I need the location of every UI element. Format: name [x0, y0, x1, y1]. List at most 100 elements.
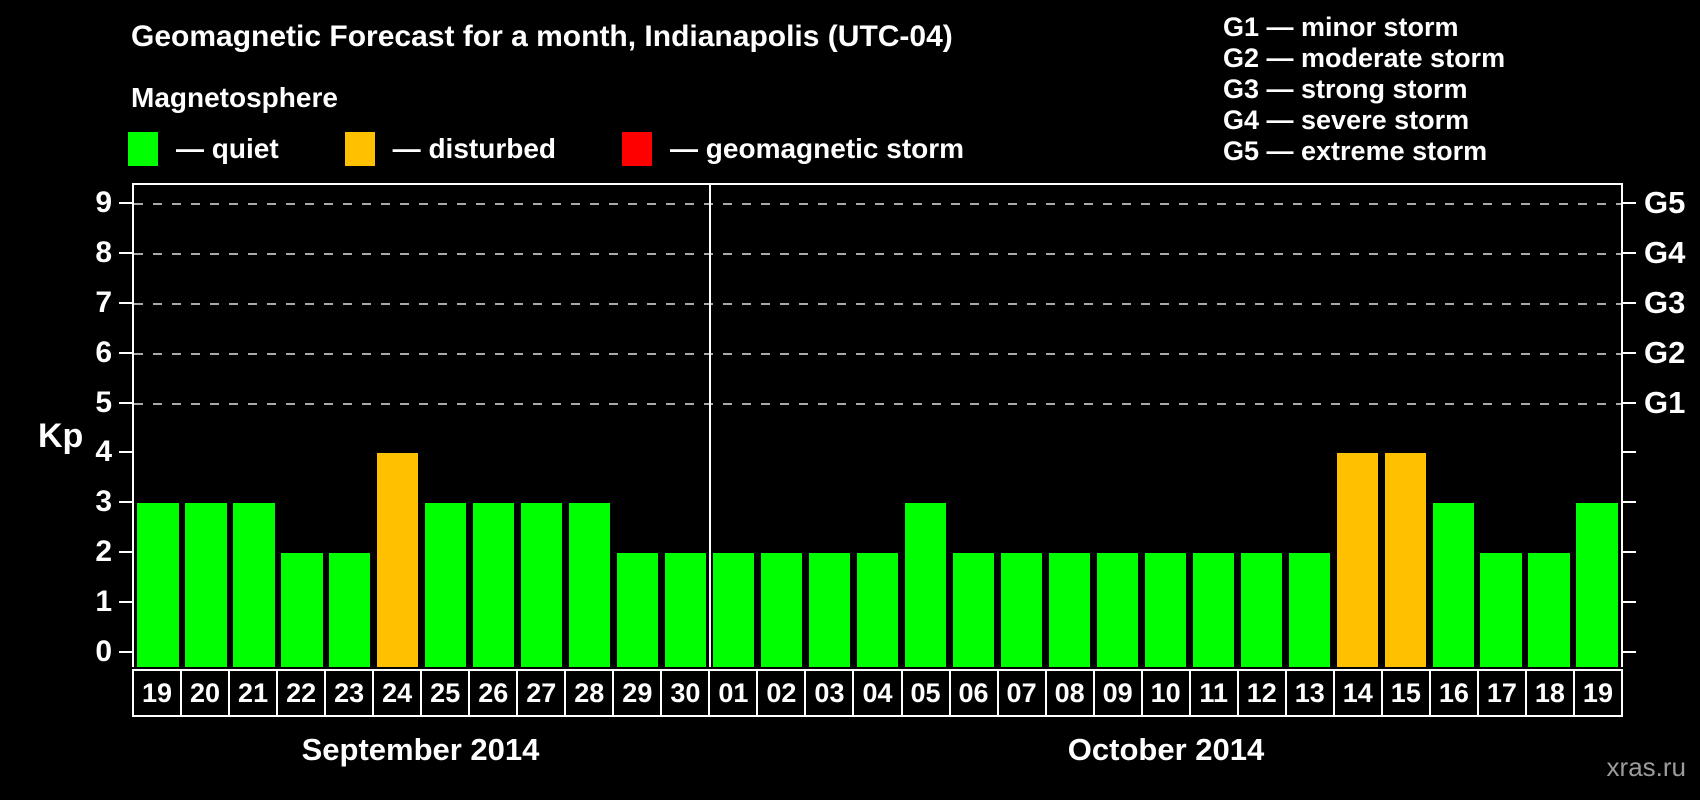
bar-slot [470, 185, 518, 667]
kp-bar-day-27 [521, 503, 563, 667]
y-tick-label-7: 7 [95, 285, 112, 319]
bar-slot [1333, 185, 1381, 667]
g-level-label-g5: G5 [1644, 184, 1686, 220]
right-tick-8 [1623, 251, 1636, 254]
left-tick-2 [119, 551, 132, 554]
kp-bar-day-26 [473, 503, 515, 667]
bar-slot [902, 185, 950, 667]
status-legend: — quiet — disturbed — geomagnetic storm [128, 130, 964, 168]
day-label-07: 07 [996, 669, 1047, 717]
kp-bar-day-17 [1480, 552, 1522, 667]
kp-bar-day-02 [760, 552, 803, 667]
storm-scale-line-2: G2 — moderate storm [1223, 43, 1506, 73]
y-tick-label-5: 5 [95, 385, 112, 419]
bar-slot [1237, 185, 1285, 667]
bar-slot [278, 185, 326, 667]
day-axis: 19 20 21 22 23 24 25 26 27 28 29 30 01 02 03 04 05 06 07 08… [132, 669, 1623, 717]
month-label-october: October 2014 [1067, 732, 1265, 767]
right-tick-9 [1623, 201, 1636, 204]
legend-item-disturbed: — disturbed [344, 132, 557, 166]
day-label-22: 22 [276, 669, 327, 717]
bars-container [134, 185, 1621, 667]
kp-bar-day-15 [1384, 453, 1426, 667]
kp-bar-day-25 [425, 503, 467, 667]
kp-bar-day-19 [137, 503, 179, 667]
kp-bar-day-16 [1432, 503, 1474, 667]
y-tick-label-9: 9 [95, 185, 112, 219]
day-label-10: 10 [1140, 669, 1191, 717]
month-divider [708, 185, 711, 667]
month-label-september: September 2014 [301, 732, 540, 767]
left-tick-7 [119, 301, 132, 304]
disturbed-swatch [344, 132, 375, 166]
day-label-11: 11 [1188, 669, 1239, 717]
kp-bar-day-04 [856, 552, 899, 667]
g-level-label-g4: G4 [1644, 234, 1686, 270]
day-label-19: 19 [1572, 669, 1623, 717]
kp-bar-day-05 [904, 503, 947, 667]
day-label-17: 17 [1476, 669, 1527, 717]
bar-slot [1429, 185, 1477, 667]
y-tick-label-3: 3 [95, 485, 112, 519]
gridline-kp5 [134, 402, 1621, 405]
kp-bar-day-28 [569, 503, 611, 667]
bar-slot [422, 185, 470, 667]
day-label-12: 12 [1236, 669, 1287, 717]
bar-slot [949, 185, 997, 667]
bar-slot [326, 185, 374, 667]
kp-bar-day-18 [1528, 552, 1570, 667]
bar-slot [997, 185, 1045, 667]
right-tick-7 [1623, 301, 1636, 304]
day-label-15: 15 [1380, 669, 1431, 717]
left-tick-5 [119, 401, 132, 404]
right-tick-0 [1623, 651, 1636, 654]
day-label-30: 30 [660, 669, 711, 717]
bar-slot [758, 185, 806, 667]
right-tick-1 [1623, 601, 1636, 604]
kp-bar-day-23 [329, 552, 371, 667]
kp-bar-day-11 [1192, 552, 1234, 667]
bar-slot [806, 185, 854, 667]
quiet-swatch [128, 132, 158, 166]
gridline-kp8 [134, 252, 1621, 255]
bar-slot [1525, 185, 1573, 667]
kp-bar-day-09 [1096, 552, 1138, 667]
right-tick-2 [1623, 551, 1636, 554]
kp-bar-day-14 [1336, 453, 1378, 667]
day-label-06: 06 [948, 669, 999, 717]
day-label-24: 24 [372, 669, 423, 717]
day-label-18: 18 [1524, 669, 1575, 717]
day-label-05: 05 [900, 669, 951, 717]
g-level-label-g3: G3 [1644, 284, 1686, 320]
day-label-20: 20 [180, 669, 231, 717]
g-level-label-g1: G1 [1644, 384, 1686, 420]
day-label-16: 16 [1428, 669, 1479, 717]
kp-bar-day-29 [617, 552, 659, 667]
bar-slot [566, 185, 614, 667]
kp-bar-day-12 [1240, 552, 1282, 667]
kp-bar-day-21 [233, 503, 275, 667]
watermark: xras.ru [1606, 752, 1686, 782]
right-tick-6 [1623, 351, 1636, 354]
day-label-08: 08 [1044, 669, 1095, 717]
legend-label-disturbed: — disturbed [392, 133, 557, 164]
legend-label-storm: — geomagnetic storm [670, 133, 965, 164]
bar-slot [1477, 185, 1525, 667]
bar-slot [1093, 185, 1141, 667]
storm-scale-line-4: G4 — severe storm [1223, 105, 1470, 135]
bar-slot [1141, 185, 1189, 667]
day-label-02: 02 [756, 669, 807, 717]
day-label-29: 29 [612, 669, 663, 717]
y-tick-label-2: 2 [95, 535, 112, 569]
gridline-kp7 [134, 302, 1621, 305]
left-tick-9 [119, 201, 132, 204]
day-label-27: 27 [516, 669, 567, 717]
bar-slot [1285, 185, 1333, 667]
left-tick-4 [119, 451, 132, 454]
left-tick-1 [119, 601, 132, 604]
kp-bar-day-19 [1576, 503, 1618, 667]
y-tick-label-8: 8 [95, 235, 112, 269]
day-label-03: 03 [804, 669, 855, 717]
y-tick-label-4: 4 [95, 435, 112, 469]
